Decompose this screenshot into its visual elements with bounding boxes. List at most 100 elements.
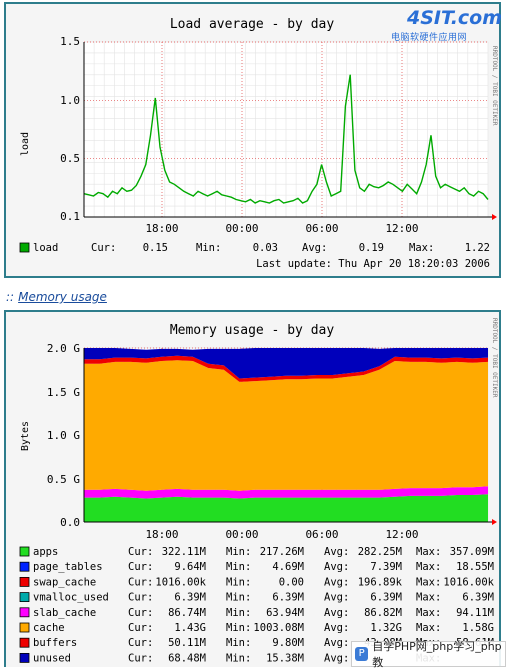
memory-y-tick: 0.0: [60, 516, 80, 529]
load-x-ticks: 18:00 00:00 06:00 12:00: [145, 222, 418, 235]
legend-min: 0.00: [279, 576, 304, 588]
memory-area-apps: [84, 494, 488, 522]
load-series-line: [83, 74, 489, 204]
load-last-update: Last update: Thu Apr 20 18:20:03 2006: [256, 258, 490, 270]
legend-cur: 1016.00k: [155, 576, 206, 588]
legend-cur-label: Cur:: [128, 561, 153, 573]
legend-avg-label: Avg:: [324, 546, 349, 558]
memory-x-tick: 12:00: [385, 528, 418, 541]
legend-avg: 282.25M: [358, 546, 402, 558]
memory-x-ticks: 18:00 00:00 06:00 12:00: [145, 528, 418, 541]
legend-min: 217.26M: [260, 546, 304, 558]
legend-cur-label: Cur:: [128, 546, 153, 558]
load-legend-max: 1.22: [465, 242, 490, 254]
memory-x-tick: 18:00: [145, 528, 178, 541]
memory-y-ticks: 2.0 G 1.5 G 1.0 G 0.5 G 0.0: [47, 342, 80, 529]
legend-min: 6.39M: [272, 592, 304, 604]
load-y-ticks: 1.5 1.0 0.5 0.1: [60, 35, 80, 223]
load-legend-cur: 0.15: [143, 242, 168, 254]
load-plot-area: [83, 41, 497, 220]
load-y-tick: 0.1: [60, 210, 80, 223]
memory-graph: Memory usage - by day RRDTOOL / TOBI OET…: [19, 318, 498, 664]
legend-max-label: Max:: [416, 622, 441, 634]
legend-max: 357.09M: [450, 546, 494, 558]
legend-avg-label: Avg:: [324, 652, 349, 664]
legend-max: 94.11M: [456, 607, 494, 619]
legend-cur-label: Cur:: [128, 576, 153, 588]
load-y-tick: 1.5: [60, 35, 80, 48]
load-legend: load Cur: 0.15 Min: 0.03 Avg: 0.19 Max: …: [19, 242, 490, 270]
legend-swatch-swap_cache: [19, 576, 30, 587]
legend-name: slab_cache: [33, 607, 96, 619]
legend-min-label: Min:: [226, 546, 251, 558]
memory-graph-panel: Memory usage - by day RRDTOOL / TOBI OET…: [4, 310, 501, 667]
memory-plot-area: [83, 347, 497, 525]
legend-avg: 1.32G: [370, 622, 402, 634]
legend-avg: 7.39M: [370, 561, 402, 573]
legend-name: buffers: [33, 637, 77, 649]
legend-avg-label: Avg:: [324, 637, 349, 649]
legend-swatch-slab_cache: [19, 607, 30, 618]
watermark-icon: P: [355, 647, 369, 661]
memory-usage-link[interactable]: Memory usage: [18, 290, 107, 304]
legend-min: 63.94M: [266, 607, 304, 619]
load-x-tick: 06:00: [305, 222, 338, 235]
legend-cur: 50.11M: [168, 637, 206, 649]
load-legend-cur-label: Cur:: [91, 242, 116, 254]
load-x-tick: 12:00: [385, 222, 418, 235]
legend-cur-label: Cur:: [128, 637, 153, 649]
load-legend-swatch: [19, 242, 30, 253]
load-legend-max-label: Max:: [409, 242, 434, 254]
legend-max-label: Max:: [416, 561, 441, 573]
memory-area-buffers: [84, 355, 488, 382]
legend-max-label: Max:: [416, 576, 441, 588]
legend-avg: 6.39M: [370, 592, 402, 604]
section-separator: ::: [6, 290, 15, 304]
legend-max-label: Max:: [416, 546, 441, 558]
legend-name: apps: [33, 546, 58, 558]
memory-area-slab_cache: [84, 486, 488, 499]
memory-x-tick: 06:00: [305, 528, 338, 541]
memory-x-arrow: [492, 519, 497, 525]
memory-area-unused: [84, 348, 488, 379]
legend-min: 9.80M: [272, 637, 304, 649]
load-legend-avg-label: Avg:: [302, 242, 327, 254]
legend-name: swap_cache: [33, 576, 96, 588]
load-graph-panel: Load average - by day RRDTOOL / TOBI OET…: [4, 2, 501, 278]
legend-min-label: Min:: [226, 622, 251, 634]
load-legend-min: 0.03: [253, 242, 278, 254]
legend-avg: 196.89k: [358, 576, 403, 588]
load-legend-avg: 0.19: [359, 242, 384, 254]
legend-avg-label: Avg:: [324, 576, 349, 588]
legend-min-label: Min:: [226, 592, 251, 604]
legend-name: unused: [33, 652, 71, 664]
legend-swatch-buffers: [19, 637, 30, 648]
memory-y-tick: 1.5 G: [47, 386, 80, 399]
memory-ylabel: Bytes: [20, 421, 31, 451]
memory-y-tick: 0.5 G: [47, 473, 80, 486]
load-legend-min-label: Min:: [196, 242, 221, 254]
legend-min-label: Min:: [226, 576, 251, 588]
legend-cur: 6.39M: [174, 592, 206, 604]
legend-swatch-vmalloc_used: [19, 592, 30, 603]
legend-swatch-page_tables: [19, 561, 30, 572]
legend-cur: 9.64M: [174, 561, 206, 573]
load-x-tick: 18:00: [145, 222, 178, 235]
legend-cur-label: Cur:: [128, 592, 153, 604]
load-y-tick: 1.0: [60, 94, 80, 107]
load-x-tick: 00:00: [225, 222, 258, 235]
legend-cur: 68.48M: [168, 652, 206, 664]
legend-min-label: Min:: [226, 652, 251, 664]
load-legend-name: load: [33, 242, 58, 254]
legend-cur: 322.11M: [162, 546, 206, 558]
legend-name: cache: [33, 622, 65, 634]
legend-avg-label: Avg:: [324, 561, 349, 573]
legend-cur: 86.74M: [168, 607, 206, 619]
memory-graph-title: Memory usage - by day: [170, 323, 335, 338]
legend-min: 4.69M: [272, 561, 304, 573]
legend-avg-label: Avg:: [324, 622, 349, 634]
load-side-label: RRDTOOL / TOBI OETIKER: [491, 46, 498, 126]
watermark-text: 自学PHP网_php学习_php教: [372, 640, 502, 669]
legend-swatch-unused: [19, 652, 30, 663]
legend-max: 1016.00k: [443, 576, 494, 588]
